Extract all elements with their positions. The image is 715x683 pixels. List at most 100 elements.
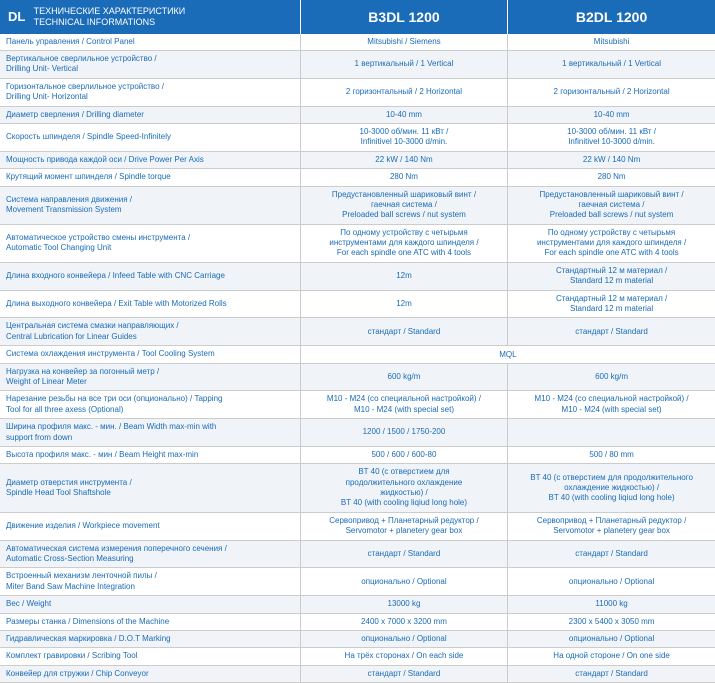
spec-label: Встроенный механизм ленточной пилы /Mite… (0, 568, 300, 596)
spec-value-1: стандарт / Standard (300, 665, 507, 682)
spec-label: Система охлаждения инструмента / Tool Co… (0, 346, 300, 363)
spec-row: Автоматическое устройство смены инструме… (0, 224, 715, 262)
spec-value-2 (508, 419, 715, 447)
spec-label: Мощность привода каждой оси / Drive Powe… (0, 151, 300, 168)
spec-row: Мощность привода каждой оси / Drive Powe… (0, 151, 715, 168)
spec-value-1: 2 горизонтальный / 2 Horizontal (300, 78, 507, 106)
spec-value-2: 600 kg/m (508, 363, 715, 391)
spec-row: Движение изделия / Workpiece movementСер… (0, 512, 715, 540)
spec-label: Вертикальное сверлильное устройство /Dri… (0, 50, 300, 78)
spec-value-2: 10-3000 об/мин. 11 кВт /Infinitivel 10-3… (508, 123, 715, 151)
spec-value-2: Mitsubishi (508, 34, 715, 51)
spec-row: Система направления движения /Movement T… (0, 186, 715, 224)
spec-row: Комплект гравировки / Scribing ToolНа тр… (0, 648, 715, 665)
spec-label: Автоматическое устройство смены инструме… (0, 224, 300, 262)
spec-row: Автоматическая система измерения попереч… (0, 540, 715, 568)
spec-value-2: 11000 kg (508, 596, 715, 613)
spec-value-2: 2 горизонтальный / 2 Horizontal (508, 78, 715, 106)
spec-value-1: 1 вертикальный / 1 Vertical (300, 50, 507, 78)
spec-row: Диаметр отверстия инструмента /Spindle H… (0, 464, 715, 513)
spec-value-1: 12m (300, 290, 507, 318)
spec-value-2: Стандартный 12 м материал /Standard 12 m… (508, 290, 715, 318)
spec-value-2: Стандартный 12 м материал /Standard 12 m… (508, 262, 715, 290)
spec-row: Высота профиля макс. - мин / Beam Height… (0, 446, 715, 463)
spec-label: Центральная система смазки направляющих … (0, 318, 300, 346)
spec-row: Вертикальное сверлильное устройство /Dri… (0, 50, 715, 78)
spec-value-1: 1200 / 1500 / 1750-200 (300, 419, 507, 447)
spec-value-2: По одному устройству с четырьмяинструмен… (508, 224, 715, 262)
spec-value-2: стандарт / Standard (508, 318, 715, 346)
spec-value-1: опционально / Optional (300, 568, 507, 596)
spec-value-1: опционально / Optional (300, 631, 507, 648)
spec-row: Горизонтальное сверлильное устройство /D… (0, 78, 715, 106)
spec-label: Вес / Weight (0, 596, 300, 613)
spec-value-1: 12m (300, 262, 507, 290)
spec-table: DL ТЕХНИЧЕСКИЕ ХАРАКТЕРИСТИКИ TECHNICAL … (0, 0, 715, 683)
spec-row: Диаметр сверления / Drilling diameter10-… (0, 106, 715, 123)
spec-value-2: На одной стороне / On one side (508, 648, 715, 665)
header-title-wrap: ТЕХНИЧЕСКИЕ ХАРАКТЕРИСТИКИ TECHNICAL INF… (34, 6, 186, 28)
spec-row: Длина выходного конвейера / Exit Table w… (0, 290, 715, 318)
header-title-en: TECHNICAL INFORMATIONS (34, 17, 186, 28)
header-row: DL ТЕХНИЧЕСКИЕ ХАРАКТЕРИСТИКИ TECHNICAL … (0, 0, 715, 34)
spec-label: Гидравлическая маркировка / D.O.T Markin… (0, 631, 300, 648)
spec-label: Горизонтальное сверлильное устройство /D… (0, 78, 300, 106)
spec-row: Размеры станка / Dimensions of the Machi… (0, 613, 715, 630)
spec-row: Ширина профиля макс. - мин. / Beam Width… (0, 419, 715, 447)
spec-row: Нагрузка на конвейер за погонный метр /W… (0, 363, 715, 391)
spec-row: Длина входного конвейера / Infeed Table … (0, 262, 715, 290)
spec-value-2: стандарт / Standard (508, 665, 715, 682)
spec-label: Система направления движения /Movement T… (0, 186, 300, 224)
spec-value-1: Mitsubishi / Siemens (300, 34, 507, 51)
spec-label: Диаметр сверления / Drilling diameter (0, 106, 300, 123)
spec-value-1: 2400 x 7000 x 3200 mm (300, 613, 507, 630)
spec-value-1: По одному устройству с четырьмяинструмен… (300, 224, 507, 262)
spec-value-2: M10 - M24 (со специальной настройкой) /M… (508, 391, 715, 419)
spec-value-1: стандарт / Standard (300, 318, 507, 346)
spec-label: Автоматическая система измерения попереч… (0, 540, 300, 568)
spec-value-1: 13000 kg (300, 596, 507, 613)
spec-row: Центральная система смазки направляющих … (0, 318, 715, 346)
spec-label: Длина выходного конвейера / Exit Table w… (0, 290, 300, 318)
spec-value-1: Сервопривод + Планетарный редуктор /Serv… (300, 512, 507, 540)
spec-label: Крутящий момент шпинделя / Spindle torqu… (0, 169, 300, 186)
spec-label: Размеры станка / Dimensions of the Machi… (0, 613, 300, 630)
spec-row: Скорость шпинделя / Spindle Speed-Infini… (0, 123, 715, 151)
spec-label: Нарезание резьбы на все три оси (опциона… (0, 391, 300, 419)
spec-value-1: стандарт / Standard (300, 540, 507, 568)
spec-label: Диаметр отверстия инструмента /Spindle H… (0, 464, 300, 513)
spec-value-1: 22 kW / 140 Nm (300, 151, 507, 168)
spec-value-2: 22 kW / 140 Nm (508, 151, 715, 168)
spec-value-2: Предустановленный шариковый винт /гаечна… (508, 186, 715, 224)
spec-row: Вес / Weight13000 kg11000 kg (0, 596, 715, 613)
spec-value-1: На трёх сторонах / On each side (300, 648, 507, 665)
spec-value-1: 500 / 600 / 600-80 (300, 446, 507, 463)
spec-label: Высота профиля макс. - мин / Beam Height… (0, 446, 300, 463)
spec-row: Крутящий момент шпинделя / Spindle torqu… (0, 169, 715, 186)
spec-label: Движение изделия / Workpiece movement (0, 512, 300, 540)
spec-label: Нагрузка на конвейер за погонный метр /W… (0, 363, 300, 391)
spec-label: Скорость шпинделя / Spindle Speed-Infini… (0, 123, 300, 151)
spec-row: Встроенный механизм ленточной пилы /Mite… (0, 568, 715, 596)
spec-value-2: опционально / Optional (508, 631, 715, 648)
spec-value-2: 1 вертикальный / 1 Vertical (508, 50, 715, 78)
spec-value-2: BT 40 (с отверстием для продолжительного… (508, 464, 715, 513)
spec-value-1: 10-40 mm (300, 106, 507, 123)
spec-value-2: 10-40 mm (508, 106, 715, 123)
model1-header: B3DL 1200 (300, 0, 507, 34)
spec-value-2: стандарт / Standard (508, 540, 715, 568)
spec-row: Панель управления / Control PanelMitsubi… (0, 34, 715, 51)
spec-label: Панель управления / Control Panel (0, 34, 300, 51)
spec-label: Комплект гравировки / Scribing Tool (0, 648, 300, 665)
spec-value-1: 600 kg/m (300, 363, 507, 391)
spec-label: Конвейер для стружки / Chip Conveyor (0, 665, 300, 682)
spec-value-2: 280 Nm (508, 169, 715, 186)
table-body: Панель управления / Control PanelMitsubi… (0, 34, 715, 683)
spec-value-1: Предустановленный шариковый винт /гаечна… (300, 186, 507, 224)
header-title-cell: DL ТЕХНИЧЕСКИЕ ХАРАКТЕРИСТИКИ TECHNICAL … (0, 0, 300, 34)
spec-value-2: опционально / Optional (508, 568, 715, 596)
spec-label: Ширина профиля макс. - мин. / Beam Width… (0, 419, 300, 447)
spec-row: Система охлаждения инструмента / Tool Co… (0, 346, 715, 363)
spec-value-1: BT 40 (с отверстием дляпродолжительного … (300, 464, 507, 513)
dl-badge: DL (8, 9, 25, 24)
